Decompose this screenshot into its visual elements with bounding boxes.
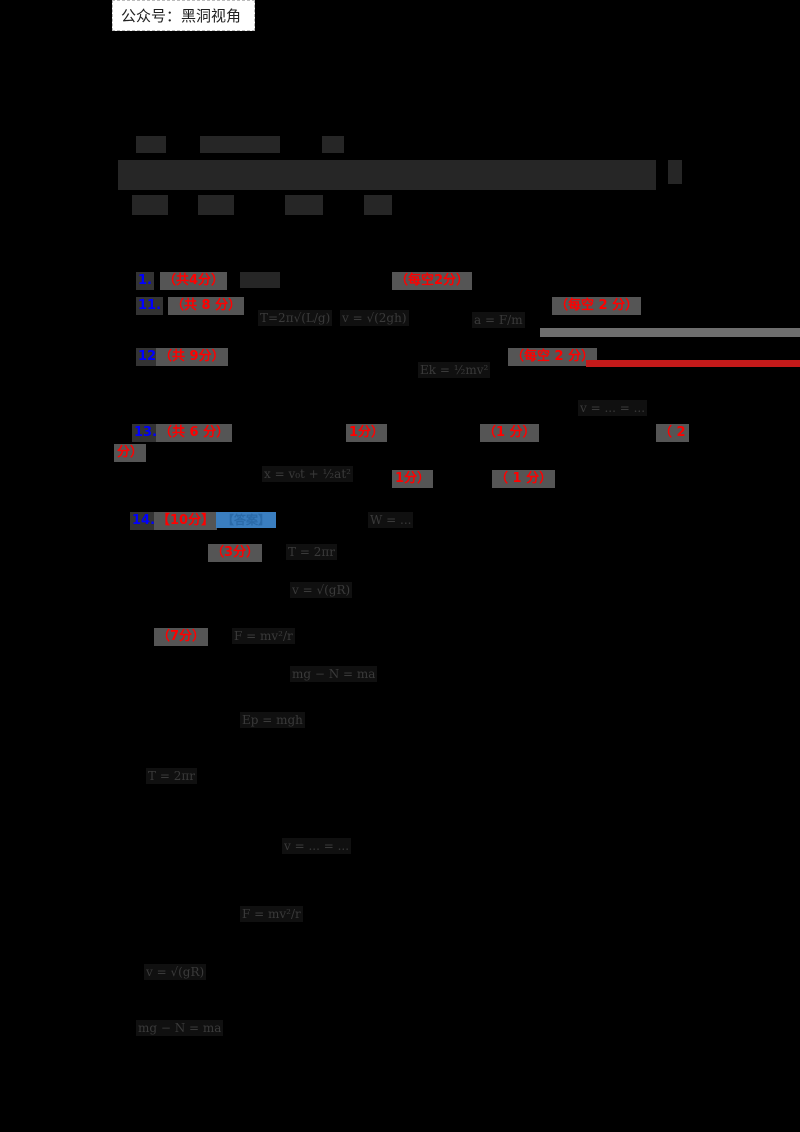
question-number: 11. [136,297,164,315]
score-label: 1分） [346,424,388,442]
title-fragment [136,136,166,153]
title-fragment [250,136,280,153]
score-label: （每空 2 分） [508,348,598,366]
math-expression: T = 2πr [286,544,337,560]
title-fragment [200,136,255,153]
math-expression: a = F/m [472,312,525,328]
score-label: 【10分】 [154,512,218,530]
score-label: （共 6 分） [156,424,233,442]
score-label: （每空 2 分） [552,297,642,315]
math-expression: T = 2πr [146,768,197,784]
math-expression: Ep = mgh [240,712,305,728]
math-expression: v = ... = ... [282,838,352,854]
score-label: （共4分） [160,272,228,290]
math-expression: F = mv²/r [232,628,295,644]
highlight-bar [586,360,800,367]
answer-fragment [240,272,280,288]
math-expression: Ek = ½mv² [418,362,491,378]
score-label: （1 分） [480,424,539,442]
math-expression: mg − N = ma [136,1020,224,1036]
score-label: （7分） [154,628,209,646]
title-fragment [198,195,234,215]
score-label: （ 2 [656,424,689,442]
title-line [118,160,656,190]
title-fragment [132,195,168,215]
math-expression: W = ... [368,512,414,528]
title-fragment [322,136,344,153]
math-expression: v = √(gR) [290,582,353,598]
math-expression: v = √(gR) [144,964,207,980]
math-expression: v = ... = ... [578,400,648,416]
score-label: （共 8 分） [168,297,245,315]
question-number: 1. [136,272,154,290]
math-expression: F = mv²/r [240,906,303,922]
answer-tag: 【答案】 [216,512,277,528]
question-number: 14. [130,512,158,530]
divider-bar [540,328,800,337]
score-label: （每空2分） [392,272,473,290]
score-label: （3分） [208,544,263,562]
score-label: （共 9分） [156,348,228,366]
score-label: 分） [114,444,147,462]
math-expression: mg − N = ma [290,666,378,682]
math-expression: x = v₀t + ½at² [262,466,353,482]
title-fragment [285,195,323,215]
title-marker [668,160,682,184]
math-expression: T=2π√(L/g) [258,310,333,326]
score-label: 1分） [392,470,434,488]
question-number: 13. [132,424,160,442]
math-expression: v = √(2gh) [340,310,409,326]
title-fragment [364,195,392,215]
score-label: （ 1 分） [492,470,556,488]
watermark-header: 公众号：黑洞视角 [112,0,255,31]
